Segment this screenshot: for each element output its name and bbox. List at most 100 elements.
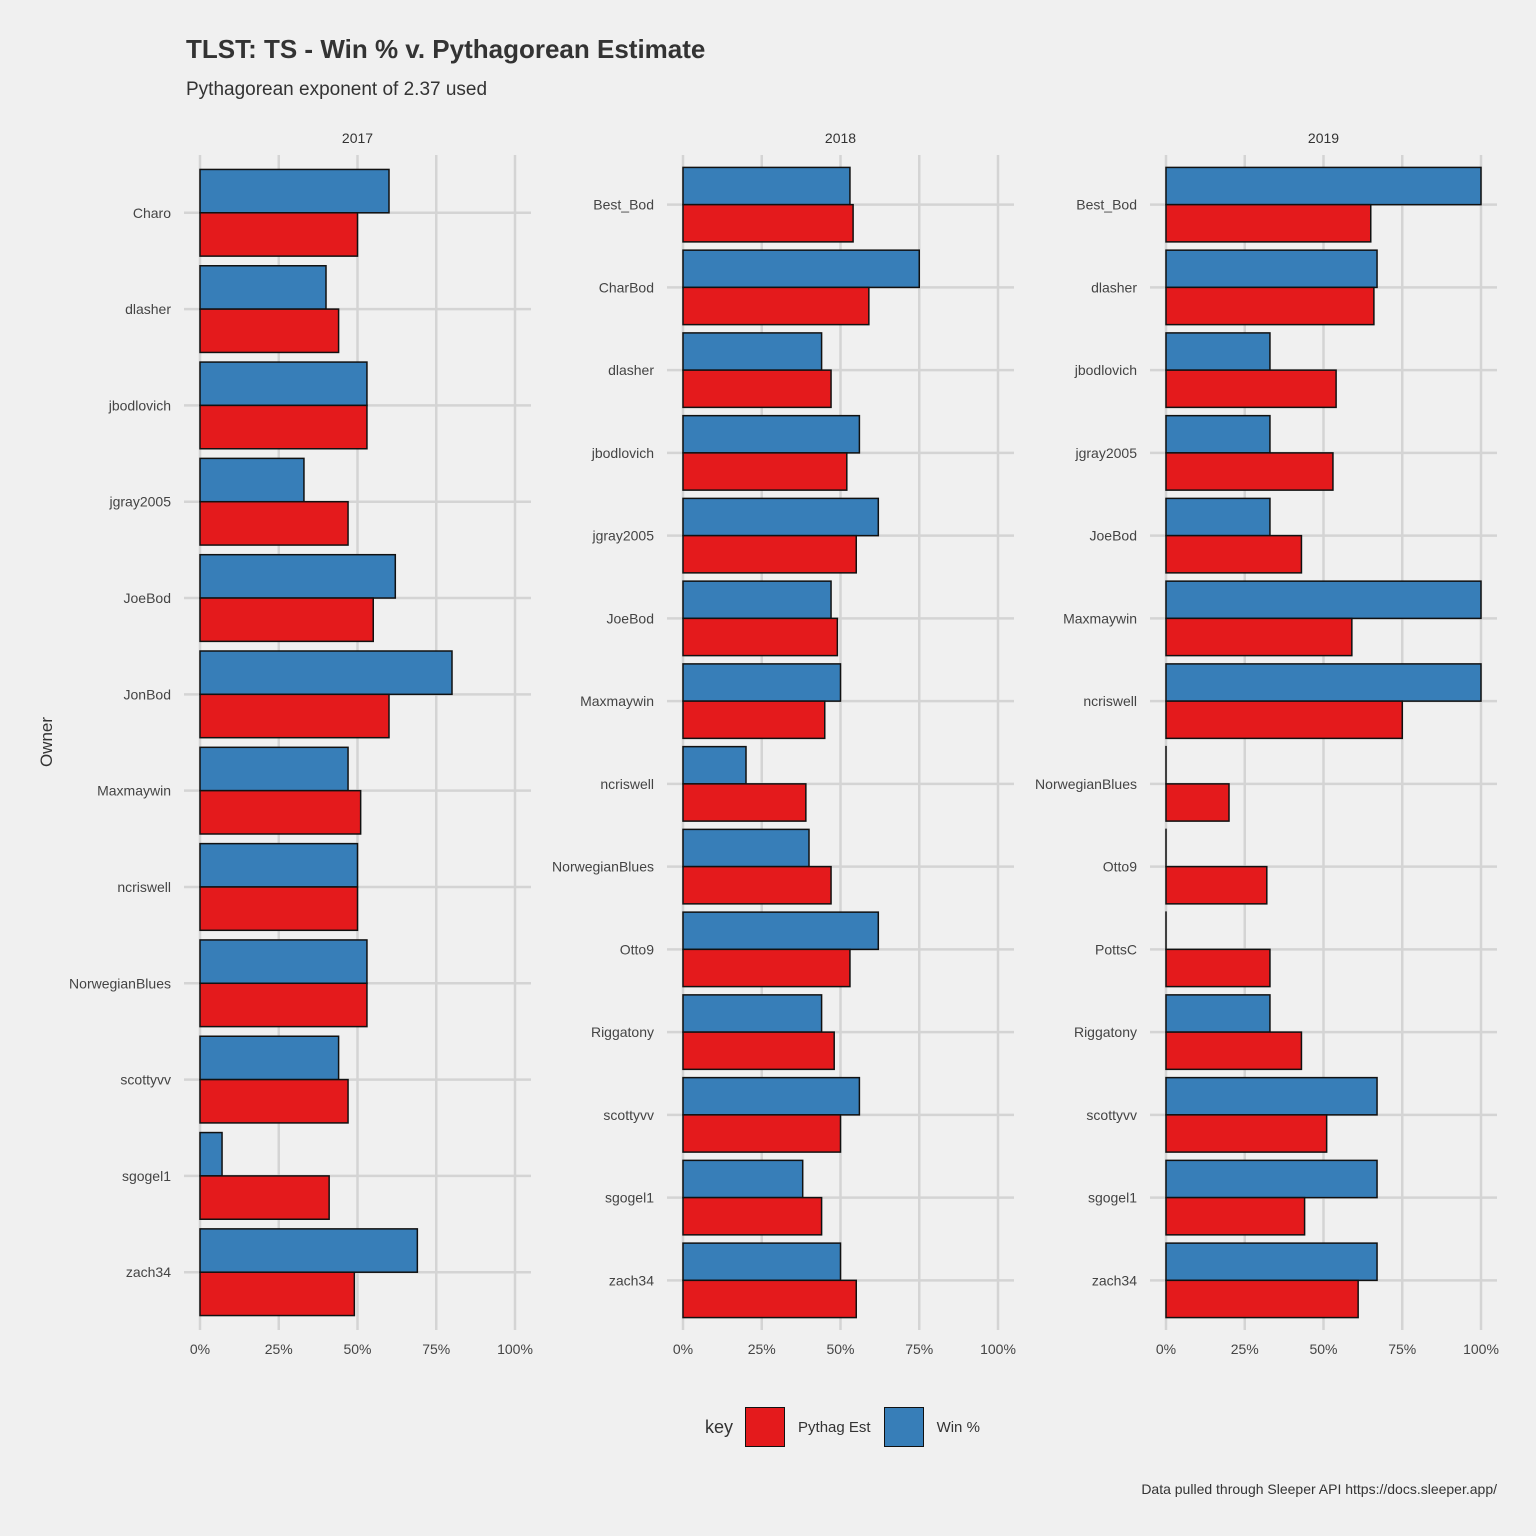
bar-win [682,1159,804,1199]
y-tick-label: Otto9 [620,941,654,957]
facet-label: 2017 [342,130,373,146]
bar-pythag [199,982,368,1028]
x-tick-label: 75% [1388,1341,1416,1357]
bar-win [1165,994,1271,1033]
y-tick-label: PottsC [1095,941,1137,957]
bar-win [1165,497,1271,537]
bar-win [682,828,810,868]
bar-win [199,1035,340,1081]
facet-label: 2019 [1308,130,1339,146]
bar-win [199,457,305,503]
bar-pythag [1165,948,1271,988]
x-tick-label: 25% [1231,1341,1259,1357]
bar-pythag [682,1114,842,1153]
bar-pythag [199,693,390,739]
chart-caption: Data pulled through Sleeper API https://… [1141,1481,1497,1497]
bar-win [682,497,880,537]
bar-pythag [1165,1114,1328,1153]
bar-win [682,663,842,702]
x-tick-label: 0% [673,1341,693,1357]
y-tick-label: Maxmaywin [1063,610,1137,626]
x-tick-label: 25% [265,1341,293,1357]
x-tick-label: 100% [980,1341,1016,1357]
bar-win [199,361,368,407]
bar-pythag [1165,617,1353,657]
x-tick-label: 0% [190,1341,210,1357]
bar-pythag [1165,369,1337,409]
bar-pythag [199,1175,330,1220]
bar-pythag [199,597,374,643]
bar-win [682,580,832,620]
bar-pythag [199,1078,349,1124]
bar-pythag [682,700,826,740]
y-tick-label: Maxmaywin [580,693,654,709]
bar-win [1165,663,1482,702]
bar-pythag [1165,1196,1306,1236]
bar-pythag [682,948,851,988]
y-tick-label: Best_Bod [1076,197,1137,213]
bar-pythag [1165,286,1375,326]
y-tick-label: Best_Bod [593,197,654,213]
legend-swatch-pythag [745,1407,786,1447]
y-tick-label: Riggatony [1074,1024,1137,1040]
legend-label-win: Win % [936,1418,980,1436]
legend-label-pythag: Pythag Est [798,1418,871,1436]
bar-win [1165,414,1271,454]
y-tick-label: jgray2005 [592,528,655,544]
bar-win [1165,580,1482,620]
bar-pythag [682,865,832,905]
x-tick-label: 50% [343,1341,371,1357]
facet-label: 2018 [825,130,856,146]
y-tick-label: JoeBod [124,590,171,606]
x-tick-label: 50% [1309,1341,1337,1357]
bar-win [199,168,390,214]
x-tick-label: 75% [422,1341,450,1357]
bar-win [199,265,327,310]
y-tick-label: ncriswell [600,776,654,792]
bar-pythag [682,534,857,574]
y-tick-label: Riggatony [591,1024,654,1040]
y-tick-label: NorwegianBlues [1035,776,1137,792]
y-tick-label: Maxmaywin [97,783,171,799]
y-tick-label: scottyvv [1086,1107,1137,1123]
y-tick-label: Otto9 [1103,859,1137,875]
y-tick-label: ncriswell [117,879,171,895]
bar-win [682,332,823,371]
bar-win [1165,249,1378,289]
x-tick-label: 0% [1156,1341,1176,1357]
y-tick-label: scottyvv [603,1107,654,1123]
y-tick-label: dlasher [125,301,171,317]
bar-win [682,1076,861,1116]
y-tick-label: ncriswell [1083,693,1137,709]
bar-pythag [682,1279,857,1319]
bar-pythag [1165,452,1334,491]
bar-pythag [199,1271,356,1317]
bar-win [199,939,368,985]
y-tick-label: Charo [133,205,171,221]
bar-pythag [199,500,349,546]
x-tick-label: 100% [1463,1341,1499,1357]
y-tick-label: scottyvv [120,1072,171,1088]
y-tick-label: NorwegianBlues [552,859,654,875]
bar-pythag [1165,783,1230,822]
bar-win [1165,1076,1378,1116]
bar-pythag [199,212,359,257]
bar-win [682,1242,842,1282]
bar-pythag [1165,865,1268,905]
bar-win [1165,166,1482,206]
bar-pythag [682,617,839,657]
bar-win [682,249,920,289]
y-tick-label: zach34 [1092,1272,1137,1288]
bar-pythag [682,203,854,243]
bar-pythag [682,369,832,409]
bar-win [682,994,823,1033]
bar-win [199,553,397,599]
bar-win [682,745,747,785]
y-tick-label: zach34 [126,1264,171,1280]
y-tick-label: NorwegianBlues [69,975,171,991]
y-tick-label: JoeBod [607,610,654,626]
y-tick-label: dlasher [608,362,654,378]
bar-pythag [199,308,340,354]
y-tick-label: sgogel1 [122,1168,171,1184]
